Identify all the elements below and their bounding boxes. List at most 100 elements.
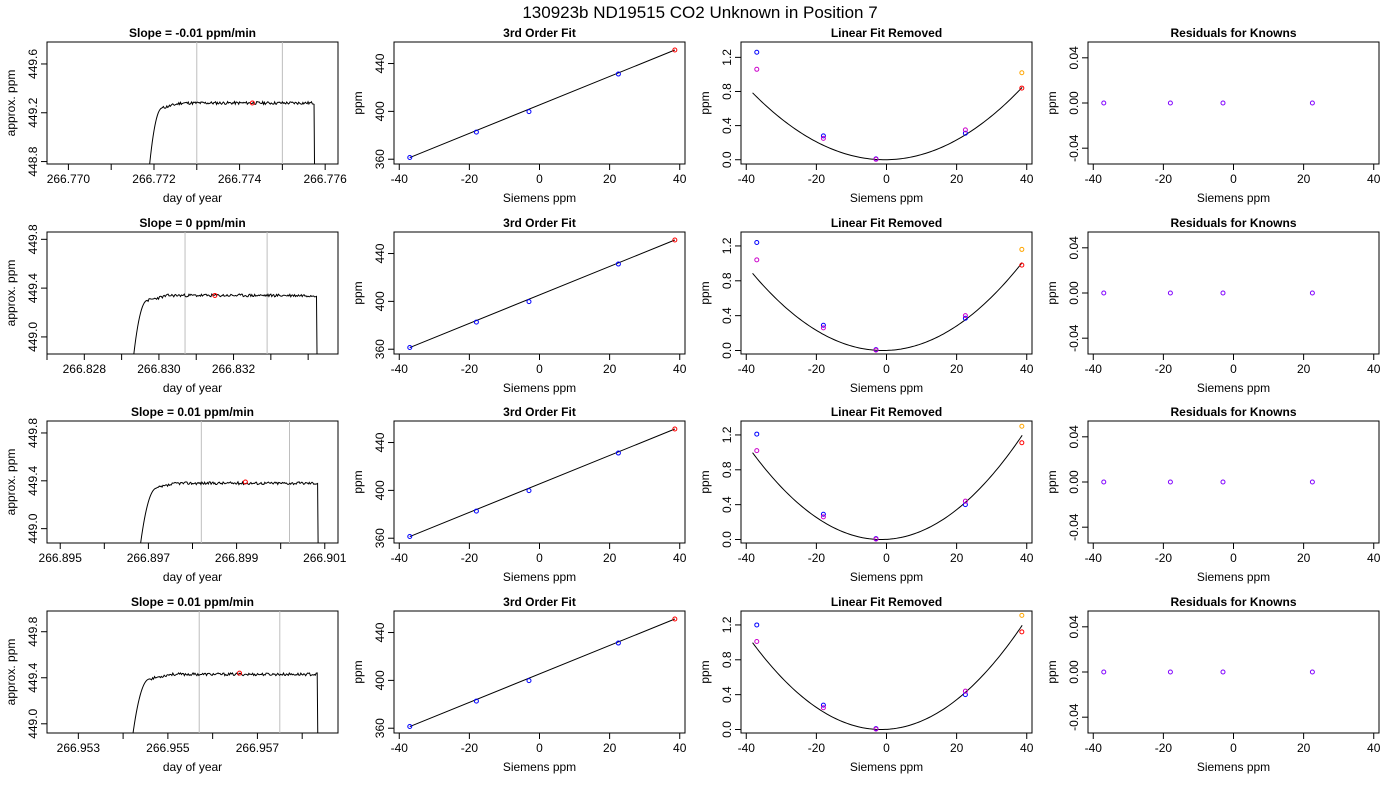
data-point-residual xyxy=(1167,290,1173,296)
data-point-known xyxy=(962,130,968,136)
x-tick-label: 266.832 xyxy=(212,362,256,376)
panel-title: Linear Fit Removed xyxy=(831,405,942,419)
data-point-known xyxy=(473,698,479,704)
plot-area xyxy=(1101,290,1315,296)
x-tick-label: 0 xyxy=(883,551,890,565)
data-point-measured xyxy=(873,347,879,353)
plot-area xyxy=(133,232,318,354)
x-axis-label: Siemens ppm xyxy=(503,381,576,395)
x-tick-label: 0 xyxy=(883,172,890,186)
fit-curve xyxy=(752,625,1023,731)
data-point-residual xyxy=(1220,479,1226,485)
data-point-residual xyxy=(1101,669,1107,675)
y-tick-label: 0.4 xyxy=(720,496,734,513)
data-point-measured xyxy=(820,705,826,711)
x-tick-label: 0 xyxy=(1230,741,1237,755)
x-tick-label: 40 xyxy=(1367,362,1381,376)
x-tick-label: -20 xyxy=(461,172,479,186)
y-tick-label: 1.2 xyxy=(720,49,734,66)
y-tick-label: 360 xyxy=(373,528,387,548)
data-point-known xyxy=(754,239,760,245)
panel-r3-c4: Residuals for Knowns Siemens ppm ppm -40 -20… xyxy=(1045,405,1381,584)
x-tick-label: 20 xyxy=(603,362,617,376)
data-point-residual xyxy=(1101,479,1107,485)
x-tick-label: 40 xyxy=(1020,362,1034,376)
data-point-measured xyxy=(754,257,760,263)
panel-title: 3rd Order Fit xyxy=(503,595,576,609)
data-point-measured xyxy=(873,156,879,162)
y-tick-label: 0.8 xyxy=(720,83,734,100)
x-axis-label: Siemens ppm xyxy=(503,760,576,774)
y-tick-label: 440 xyxy=(373,53,387,73)
y-tick-label: 440 xyxy=(373,432,387,452)
data-point-known xyxy=(962,502,968,508)
x-axis-label: Siemens ppm xyxy=(1197,760,1270,774)
plot-area xyxy=(752,423,1025,542)
fit-line xyxy=(409,49,676,159)
x-tick-label: -20 xyxy=(808,741,826,755)
x-tick-label: 20 xyxy=(1297,741,1311,755)
x-tick-label: -20 xyxy=(808,551,826,565)
y-tick-label: 0.04 xyxy=(1067,425,1081,449)
x-axis-label: Siemens ppm xyxy=(1197,191,1270,205)
data-point-known xyxy=(526,299,532,305)
x-tick-label: 40 xyxy=(1367,551,1381,565)
x-tick-label: -40 xyxy=(738,741,756,755)
x-tick-label: 266.774 xyxy=(218,172,262,186)
plot-frame xyxy=(1087,231,1380,355)
panel-title: Linear Fit Removed xyxy=(831,216,942,230)
x-tick-label: 40 xyxy=(673,172,687,186)
x-axis-label: Siemens ppm xyxy=(503,570,576,584)
y-tick-label: 0.00 xyxy=(1067,660,1081,684)
x-tick-label: 0 xyxy=(536,741,543,755)
y-tick-label: -0.04 xyxy=(1067,324,1081,352)
data-point-known xyxy=(962,692,968,698)
fit-line xyxy=(409,428,676,538)
data-point-known xyxy=(526,109,532,115)
data-point-known xyxy=(754,622,760,628)
data-point-measured xyxy=(962,688,968,694)
x-tick-label: 20 xyxy=(950,362,964,376)
plot-area xyxy=(752,239,1025,353)
y-tick-label: 0.04 xyxy=(1067,46,1081,70)
y-tick-label: 0.8 xyxy=(720,272,734,289)
data-point-known xyxy=(754,49,760,55)
panel-r2-c1: Slope = 0 ppm/min day of year approx. ppm 2… xyxy=(4,216,339,395)
y-tick-label: 449.4 xyxy=(26,465,40,495)
fit-line xyxy=(409,618,676,728)
data-point-known xyxy=(407,724,413,730)
panel-r1-c4: Residuals for Knowns Siemens ppm ppm -40 -20… xyxy=(1045,26,1381,205)
panel-title: 3rd Order Fit xyxy=(503,405,576,419)
panel-r3-c2: 3rd Order Fit Siemens ppm ppm -40 -20 0 20 40 36… xyxy=(351,405,687,584)
data-point-residual xyxy=(1220,669,1226,675)
x-axis-label: Siemens ppm xyxy=(850,191,923,205)
panel-title: Linear Fit Removed xyxy=(831,595,942,609)
panel-title: Residuals for Knowns xyxy=(1170,216,1296,230)
x-tick-label: -20 xyxy=(1155,172,1173,186)
data-point-known xyxy=(473,319,479,325)
signal-trace xyxy=(132,671,319,733)
panel-r4-c1: Slope = 0.01 ppm/min day of year approx. p… xyxy=(4,595,339,774)
x-tick-label: 266.901 xyxy=(303,551,347,565)
x-tick-label: -20 xyxy=(808,362,826,376)
data-point-measured xyxy=(873,726,879,732)
figure-title: 130923b ND19515 CO2 Unknown in Position … xyxy=(522,3,877,22)
data-point-residual xyxy=(1309,479,1315,485)
x-tick-label: 20 xyxy=(1297,551,1311,565)
x-tick-label: 266.897 xyxy=(127,551,171,565)
x-axis-label: Siemens ppm xyxy=(850,570,923,584)
x-tick-label: 266.957 xyxy=(236,741,280,755)
panel-title: Slope = -0.01 ppm/min xyxy=(129,26,256,40)
x-tick-label: -20 xyxy=(1155,362,1173,376)
y-tick-label: 0.0 xyxy=(720,151,734,168)
x-tick-label: 20 xyxy=(603,741,617,755)
x-tick-label: 266.955 xyxy=(146,741,190,755)
data-point-unknown-fit xyxy=(1019,262,1025,268)
data-point-residual xyxy=(1309,100,1315,106)
plot-frame xyxy=(740,610,1033,734)
panel-r2-c3: Linear Fit Removed Siemens ppm ppm -40 -20 0 2… xyxy=(698,216,1034,395)
y-tick-label: 0.4 xyxy=(720,686,734,703)
plot-frame xyxy=(46,420,339,544)
y-tick-label: -0.04 xyxy=(1067,513,1081,541)
data-point-known xyxy=(473,508,479,514)
